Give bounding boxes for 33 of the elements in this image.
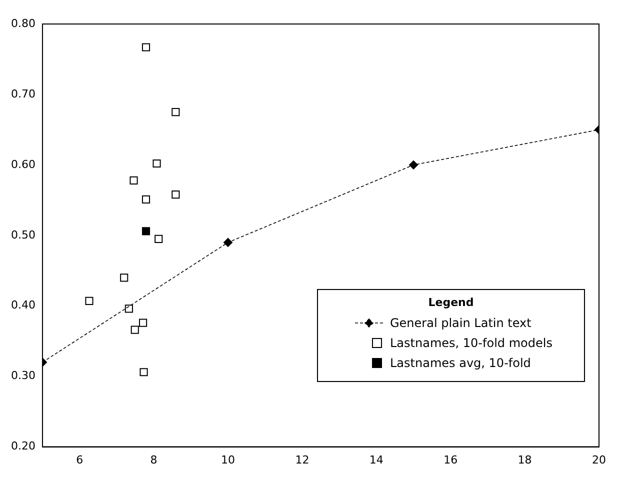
- point: [139, 318, 148, 327]
- point: [142, 227, 150, 236]
- y-tick-label: 0.40: [10, 298, 36, 312]
- point: [85, 296, 94, 305]
- point: [154, 234, 163, 243]
- x-tick-label: 18: [518, 453, 532, 466]
- x-tick-label: 14: [369, 453, 384, 466]
- point: [172, 190, 180, 199]
- point: [142, 195, 150, 204]
- x-tick-label: 8: [150, 453, 158, 466]
- point: [152, 159, 161, 168]
- y-tick-label: 0.30: [10, 369, 36, 382]
- legend-label: Lastnames, 10-fold models: [390, 336, 552, 350]
- y-tick-label: 0.20: [10, 440, 36, 453]
- y-tick-label: 0.50: [10, 228, 36, 242]
- legend-title: Legend: [427, 296, 475, 309]
- y-tick-label: 0.80: [10, 16, 36, 30]
- point: [142, 43, 150, 52]
- x-tick-label: 20: [592, 453, 606, 466]
- x-tick-label: 10: [220, 453, 235, 466]
- y-tick-label: 0.60: [10, 158, 36, 171]
- legend-label: General plain Latin text: [390, 316, 532, 330]
- y-tick-label: 0.70: [10, 87, 36, 100]
- point: [130, 176, 138, 184]
- point: [172, 108, 180, 116]
- x-tick-label: 12: [295, 453, 310, 466]
- point: [130, 326, 139, 334]
- point: [124, 304, 133, 313]
- point: [120, 274, 128, 282]
- x-tick-label: 6: [76, 453, 84, 466]
- point: [140, 368, 148, 376]
- legend-label: Lastnames avg, 10-fold: [390, 356, 531, 370]
- x-tick-label: 16: [444, 453, 458, 466]
